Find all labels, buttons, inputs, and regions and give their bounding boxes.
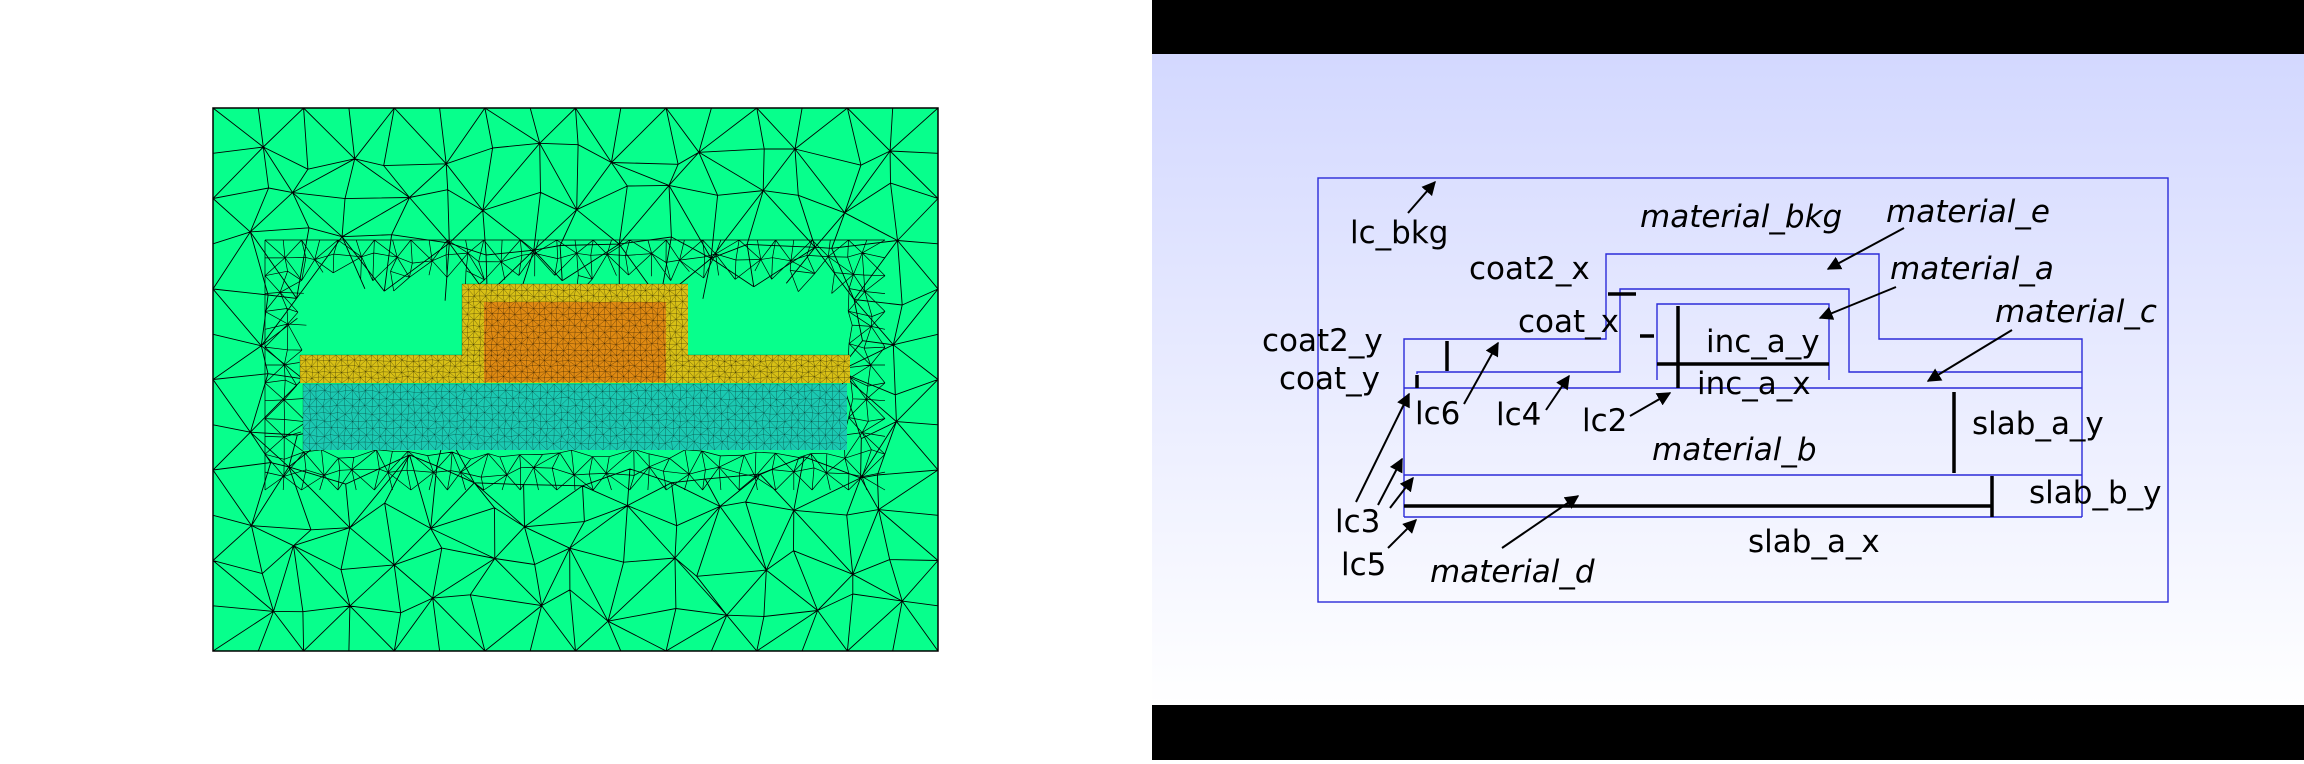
lc2-arrow (1629, 392, 1672, 417)
lc3-arrow-3 (1389, 476, 1414, 509)
label-inc-a-y: inc_a_y (1706, 324, 1820, 360)
material-c-arrow (1926, 329, 2013, 382)
mesh-edges (264, 239, 886, 491)
lc4-arrow (1545, 374, 1570, 411)
lc5-arrow (1387, 519, 1417, 549)
mesh-edges (302, 383, 848, 451)
schematic-view: lc_bkg material_bkg material_e coat2_x m… (1152, 0, 2304, 760)
schematic-panel: lc_bkg material_bkg material_e coat2_x m… (1152, 0, 2304, 760)
material-a-arrow (1818, 286, 1897, 320)
label-lc4: lc4 (1496, 397, 1541, 433)
label-inc-a-x: inc_a_x (1697, 366, 1811, 402)
dimension-lines (1404, 292, 1994, 517)
label-slab-b-y: slab_b_y (2029, 475, 2161, 511)
mesh-panel (0, 0, 1152, 760)
label-lc2: lc2 (1582, 403, 1627, 439)
mesh-outer-border (212, 107, 939, 652)
mesh-edges (213, 108, 938, 651)
lc6-arrow (1463, 341, 1499, 405)
mesh-edges (299, 354, 851, 384)
label-material-d: material_d (1430, 554, 1595, 590)
material-e-arrow (1826, 227, 1905, 270)
label-coat2-x: coat2_x (1469, 251, 1590, 287)
letterbox-bottom (1152, 705, 2304, 760)
outer-boundary (1317, 177, 2169, 603)
coat2-boundary (1403, 253, 2083, 388)
label-slab-a-y: slab_a_y (1972, 406, 2104, 442)
label-lc5: lc5 (1341, 547, 1386, 583)
letterbox-top (1152, 0, 2304, 54)
inclusion-boundary (1656, 303, 1830, 380)
label-material-bkg: material_bkg (1640, 199, 1842, 235)
lc-bkg-arrow (1407, 180, 1436, 214)
mesh-fine-wireframe (299, 283, 851, 451)
label-material-c: material_c (1995, 294, 2157, 330)
label-slab-a-x: slab_a_x (1748, 524, 1880, 560)
label-coat-x: coat_x (1518, 304, 1619, 340)
label-material-e: material_e (1886, 194, 2050, 230)
label-lc-bkg: lc_bkg (1350, 215, 1448, 251)
boundary-lines (1317, 177, 2169, 603)
label-material-b: material_b (1652, 432, 1817, 468)
pointer-arrows (1355, 180, 2013, 549)
label-lc6: lc6 (1415, 396, 1460, 432)
schematic-background (1152, 54, 2304, 706)
label-coat2-y: coat2_y (1262, 323, 1383, 359)
lc3-arrow-1 (1355, 392, 1410, 503)
mesh-edges (461, 283, 689, 357)
lc3-arrow-2 (1377, 457, 1403, 506)
label-lc3: lc3 (1335, 504, 1380, 540)
coat-boundary (1416, 288, 2082, 374)
label-material-a: material_a (1890, 251, 2054, 287)
mesh-view (212, 107, 939, 652)
mesh-wireframe (213, 108, 938, 651)
label-coat-y: coat_y (1279, 361, 1380, 397)
material-d-arrow (1501, 495, 1580, 549)
